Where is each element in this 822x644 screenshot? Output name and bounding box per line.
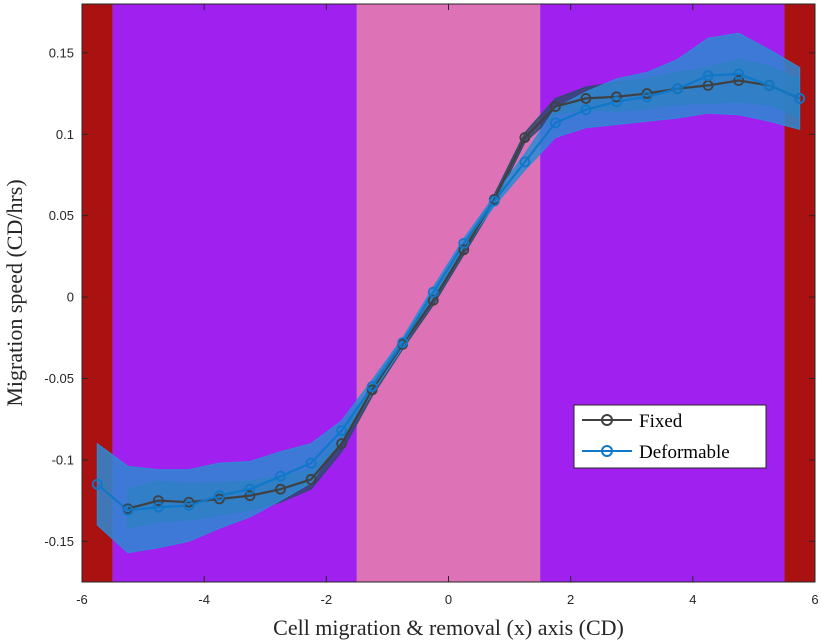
- data-point-fixed: [305, 474, 317, 485]
- x-tick-label: -6: [76, 592, 88, 607]
- data-point-fixed: [580, 93, 592, 104]
- data-point-deformable: [763, 80, 775, 91]
- data-point-deformable: [336, 425, 348, 436]
- data-point-deformable: [427, 286, 439, 298]
- data-point-deformable: [275, 470, 286, 482]
- data-point-fixed: [275, 483, 286, 495]
- data-point-fixed: [549, 101, 561, 112]
- data-point-deformable: [641, 91, 653, 103]
- series-line-fixed: [127, 79, 801, 510]
- y-axis-ticks: -0.15 -0.1 -0.05 0 0.05 0.1 0.15: [44, 45, 815, 549]
- data-point-fixed: [336, 438, 348, 450]
- y-tick-label: 0.15: [49, 45, 74, 60]
- legend-fixed-marker: [601, 414, 613, 426]
- x-tick-label: 2: [567, 592, 574, 607]
- x-tick-label: 0: [445, 592, 452, 607]
- data-point-fixed: [458, 244, 470, 256]
- data-point-deformable: [519, 156, 531, 168]
- data-point-deformable: [580, 104, 592, 116]
- data-point-fixed: [214, 493, 225, 505]
- data-point-deformable: [91, 478, 103, 490]
- data-point-fixed: [152, 495, 164, 506]
- data-point-fixed: [611, 91, 622, 103]
- data-point-fixed: [366, 384, 378, 396]
- x-axis-title: Cell migration & removal (x) axis (CD): [273, 615, 624, 640]
- y-tick-label: 0: [67, 290, 74, 305]
- data-point-fixed: [641, 88, 653, 99]
- data-point-deformable: [702, 70, 714, 82]
- x-axis-ticks: -6 -4 -2 0 2 4 6: [76, 4, 819, 607]
- y-tick-label: -0.15: [44, 534, 74, 549]
- data-point-deformable: [672, 83, 683, 95]
- data-point-deformable: [305, 457, 317, 469]
- y-tick-label: 0.05: [49, 208, 74, 223]
- data-point-deformable: [214, 490, 225, 502]
- data-point-deformable: [366, 381, 378, 393]
- y-tick-label: -0.05: [44, 371, 74, 386]
- data-point-deformable: [244, 483, 256, 495]
- y-axis-title: Migration speed (CD/hrs): [2, 179, 27, 406]
- data-point-deformable: [733, 68, 745, 80]
- data-point-deformable: [397, 337, 409, 349]
- legend-deformable-label: Deformable: [639, 442, 730, 463]
- data-point-deformable: [458, 237, 470, 249]
- x-tick-label: -4: [198, 592, 210, 607]
- legend-fixed-label: Fixed: [639, 411, 683, 432]
- data-point-fixed: [733, 75, 745, 86]
- background-band-2: [356, 4, 541, 582]
- legend-deformable-marker: [601, 445, 613, 457]
- data-point-deformable: [122, 504, 134, 516]
- x-tick-label: 6: [811, 592, 818, 607]
- data-point-deformable: [794, 93, 806, 104]
- y-tick-label: -0.1: [52, 452, 74, 467]
- data-point-deformable: [183, 500, 195, 511]
- y-tick-label: 0.1: [56, 127, 74, 142]
- data-point-deformable: [488, 195, 500, 207]
- x-tick-label: -2: [321, 592, 333, 607]
- data-point-fixed: [519, 132, 531, 143]
- legend: Fixed Deformable: [573, 404, 767, 469]
- data-point-deformable: [549, 117, 561, 129]
- data-point-deformable: [611, 96, 622, 108]
- data-point-fixed: [183, 496, 195, 508]
- series-markers: [91, 68, 806, 516]
- data-point-deformable: [152, 501, 164, 513]
- data-point-fixed: [244, 490, 256, 502]
- x-tick-label: 4: [689, 592, 696, 607]
